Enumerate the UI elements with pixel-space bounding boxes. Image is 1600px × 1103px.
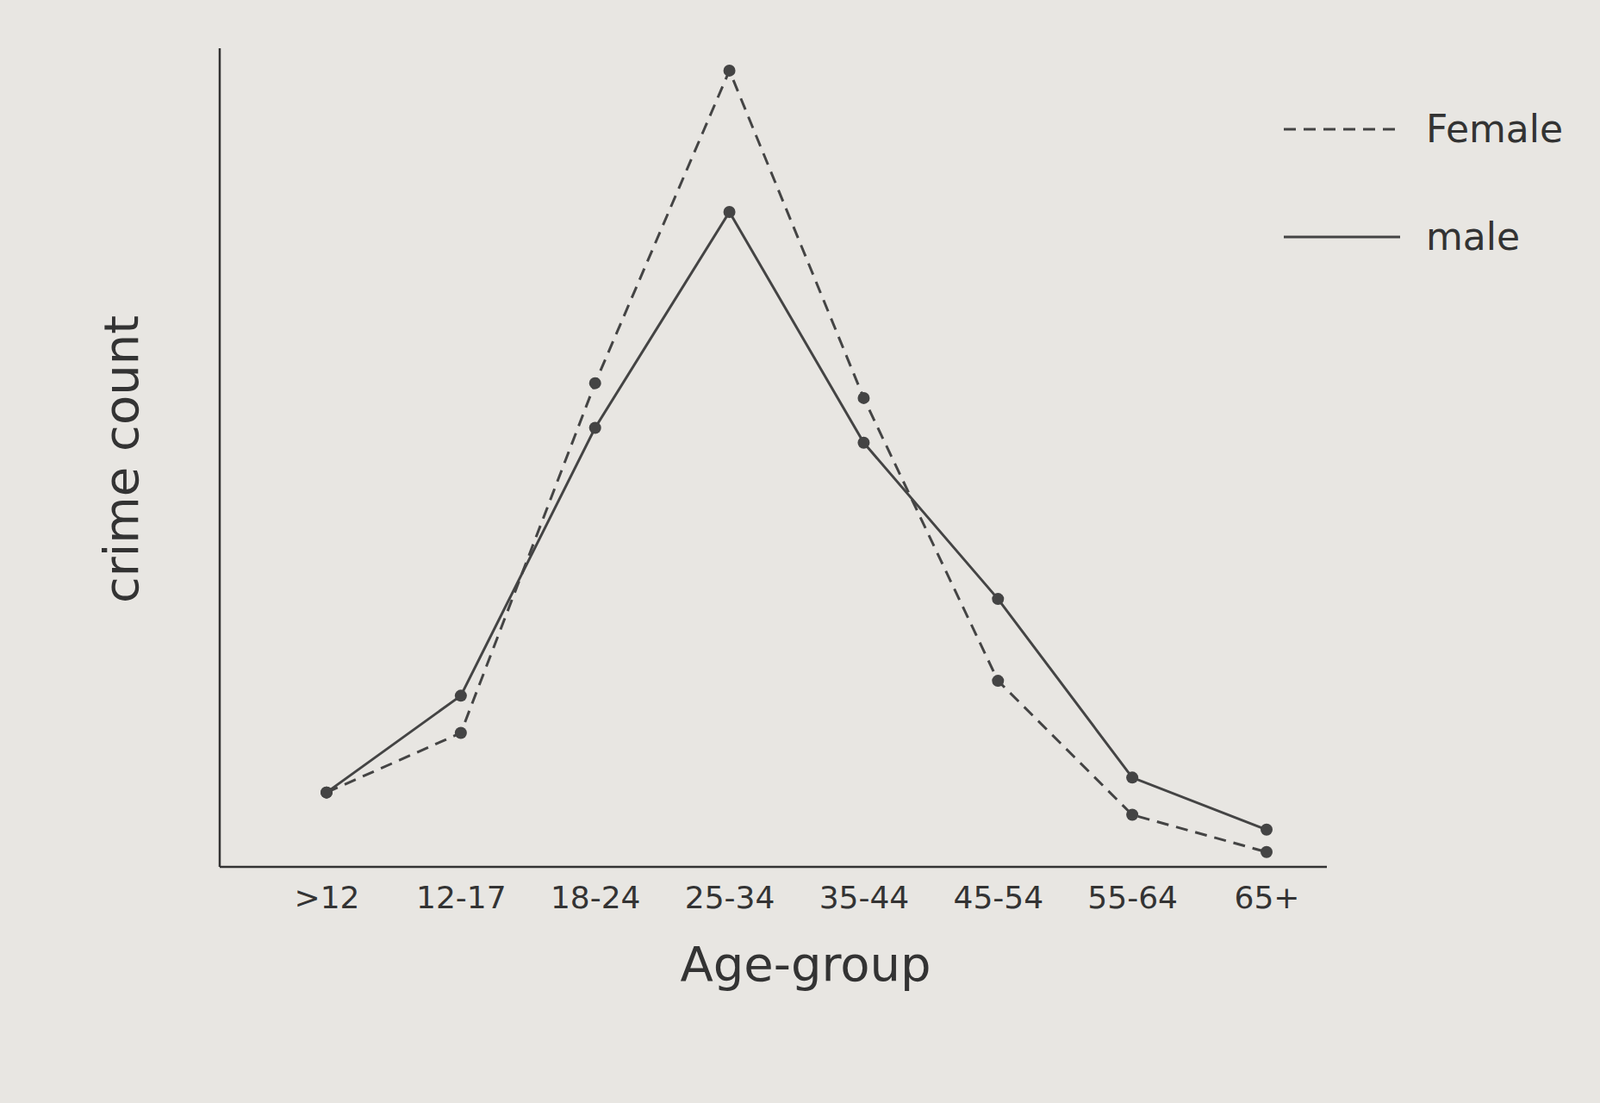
series-line [326,211,1267,830]
series-marker [589,421,602,434]
series-marker [320,786,333,799]
x-tick-label: 65+ [1234,879,1301,916]
legend-label: male [1425,214,1520,259]
series-marker [723,64,736,77]
chart: >12 12-17 18-24 25-34 35-44 45-54 55-64 65+ Age-… [0,0,1600,1103]
x-tick: 55-64 [1087,866,1178,916]
legend: Female male [1283,106,1563,259]
x-tick: 35-44 [819,866,910,916]
x-axis-title: Age-group [679,935,931,992]
x-tick-label: 45-54 [952,879,1044,916]
x-axis: >12 12-17 18-24 25-34 35-44 45-54 55-64 65+ [219,866,1327,916]
series-marker [991,674,1004,687]
x-tick: >12 [294,866,361,916]
series-marker [1260,846,1273,859]
legend-label: Female [1425,106,1563,151]
series-marker [454,689,467,702]
series-marker [857,392,870,405]
legend-swatch [1283,236,1401,239]
series-marker [454,727,467,740]
series-marker [589,377,602,390]
x-tick-label: >12 [294,879,361,916]
legend-swatch [1283,128,1401,131]
series-marker [1126,771,1139,784]
plot-area [320,64,1273,859]
x-tick: 25-34 [684,866,776,916]
y-axis-title: crime count [93,315,150,604]
series-marker [723,205,736,218]
x-tick: 12-17 [416,866,507,916]
x-tick: 65+ [1234,866,1301,916]
series-line [326,70,1267,853]
x-tick: 45-54 [952,866,1044,916]
x-tick-label: 25-34 [684,879,776,916]
x-axis-line [219,865,1327,869]
x-tick-label: 55-64 [1087,879,1178,916]
x-tick: 18-24 [550,866,642,916]
x-tick-label: 12-17 [416,879,507,916]
series-marker [857,436,870,449]
y-axis [219,48,221,867]
y-axis-line [218,48,222,867]
x-tick-label: 35-44 [819,879,910,916]
x-tick-label: 18-24 [550,879,642,916]
series-marker [1260,823,1273,836]
series-marker [1126,809,1139,822]
series-marker [991,592,1004,605]
series-marker [320,786,333,799]
